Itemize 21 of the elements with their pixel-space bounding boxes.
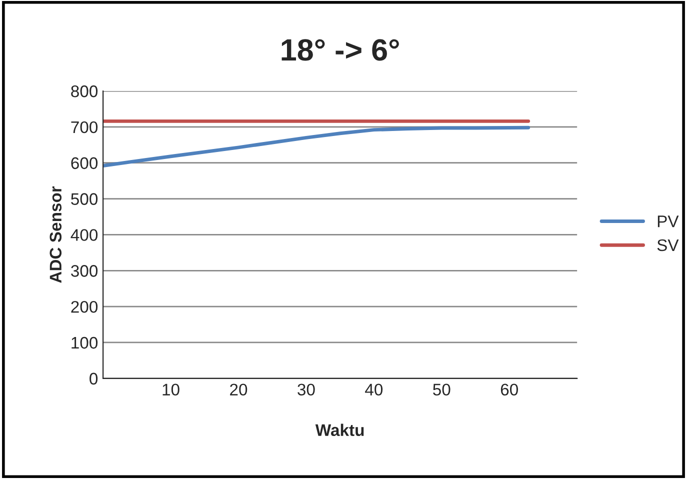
chart-title: 18° -> 6°	[282, 39, 399, 61]
x-tick-label: 30	[298, 384, 315, 396]
y-tick-label: 0	[90, 372, 98, 385]
y-tick-label: 500	[71, 193, 98, 205]
y-tick-label: 400	[70, 229, 98, 241]
y-tick-label: 600	[71, 157, 98, 170]
x-tick-label: 10	[162, 384, 180, 396]
x-tick-label: 60	[500, 384, 518, 396]
legend-label: PV	[658, 216, 679, 228]
x-tick-label: 40	[365, 384, 383, 396]
y-tick-label: 300	[71, 265, 98, 277]
y-tick-label: 700	[71, 121, 98, 134]
y-tick-label: 800	[71, 85, 98, 98]
y-tick-label: 100	[72, 336, 98, 349]
legend-label: SV	[657, 239, 679, 252]
y-axis-title: ADC Sensor	[50, 186, 62, 283]
x-tick-label: 20	[230, 384, 248, 396]
x-tick-label: 50	[433, 384, 450, 396]
x-axis-title: Waktu	[315, 424, 364, 436]
y-tick-label: 200	[71, 300, 98, 313]
line-series	[103, 126, 530, 168]
